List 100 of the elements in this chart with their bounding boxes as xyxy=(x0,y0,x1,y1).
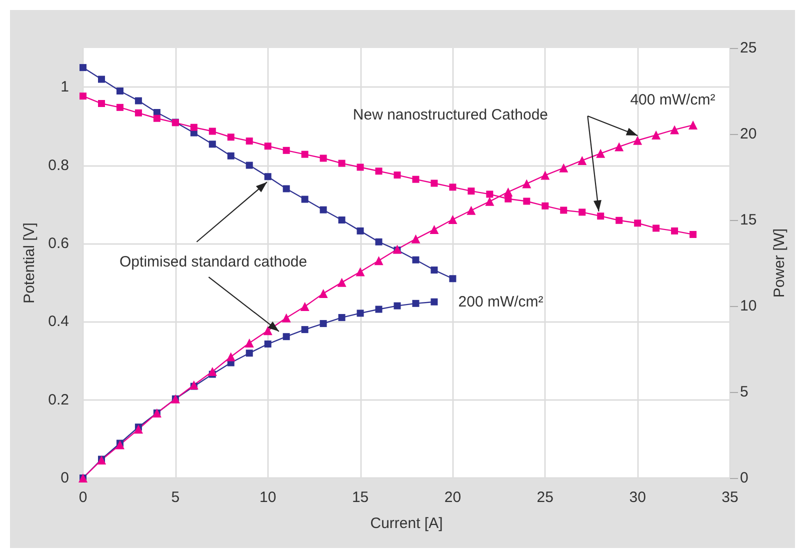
point xyxy=(652,130,661,140)
point xyxy=(227,134,234,141)
point xyxy=(244,338,254,348)
point xyxy=(318,288,328,298)
point xyxy=(523,198,530,205)
point xyxy=(356,164,364,171)
point xyxy=(394,302,401,310)
annotation: New nanostructured Cathode xyxy=(352,106,548,124)
y-tick-label: 0.6 xyxy=(48,234,69,252)
point xyxy=(338,160,346,167)
point xyxy=(246,138,253,145)
point xyxy=(98,76,105,83)
y2-tick-label: 25 xyxy=(740,40,757,56)
point xyxy=(263,326,272,336)
point xyxy=(559,163,568,172)
annotation: Optimised standard cathode xyxy=(120,253,308,270)
point xyxy=(375,238,382,246)
point xyxy=(208,140,216,148)
point xyxy=(189,380,198,390)
point xyxy=(80,64,86,72)
point xyxy=(320,320,327,328)
y-tick-label: 0 xyxy=(60,470,69,486)
point xyxy=(652,224,660,232)
y2-tick-label: 10 xyxy=(740,298,757,314)
point xyxy=(412,300,420,307)
point xyxy=(522,179,532,188)
y2-tick-label: 0 xyxy=(740,470,748,486)
point xyxy=(375,306,382,313)
x-tick-label: 0 xyxy=(78,489,88,506)
point xyxy=(282,313,291,322)
point xyxy=(356,267,365,276)
point xyxy=(301,196,308,203)
point xyxy=(264,340,272,348)
x-tick-label: 25 xyxy=(536,489,554,506)
point xyxy=(226,352,236,362)
point xyxy=(412,256,420,264)
point xyxy=(430,266,438,274)
point xyxy=(338,216,346,224)
point xyxy=(634,220,642,227)
point xyxy=(690,230,697,238)
point xyxy=(246,162,253,169)
point xyxy=(448,214,458,224)
point xyxy=(560,206,568,214)
y2-tick-label: 20 xyxy=(740,126,757,142)
point xyxy=(430,180,438,187)
point xyxy=(282,146,290,154)
point xyxy=(578,156,587,165)
point xyxy=(116,88,124,94)
y-tick-label: 0.8 xyxy=(48,156,69,174)
x-tick-label: 20 xyxy=(444,489,462,506)
point xyxy=(264,173,272,180)
x-tick-label: 10 xyxy=(260,489,276,506)
point xyxy=(208,367,217,376)
point xyxy=(301,150,308,158)
point xyxy=(596,148,606,158)
point xyxy=(468,188,475,195)
point xyxy=(300,302,310,312)
point xyxy=(356,227,364,234)
point xyxy=(633,136,642,145)
point xyxy=(190,124,198,131)
point xyxy=(430,298,438,306)
point xyxy=(227,152,234,160)
point xyxy=(264,142,272,150)
point xyxy=(430,224,439,234)
point xyxy=(301,326,308,334)
y2-axis-title: Power [W] xyxy=(771,228,788,298)
point xyxy=(320,154,327,162)
point xyxy=(282,185,290,192)
point xyxy=(320,206,327,214)
point xyxy=(485,196,494,206)
point xyxy=(153,114,160,122)
x-tick-label: 35 xyxy=(722,489,738,506)
point xyxy=(134,97,142,104)
point xyxy=(616,216,623,224)
point xyxy=(671,227,678,234)
point xyxy=(542,202,549,210)
point xyxy=(98,100,105,108)
point xyxy=(80,92,86,100)
point xyxy=(412,176,420,183)
point xyxy=(374,256,384,266)
point xyxy=(116,104,124,111)
point xyxy=(338,314,346,322)
point xyxy=(375,168,382,175)
point xyxy=(466,206,476,215)
point xyxy=(578,208,586,216)
point xyxy=(688,120,698,130)
y-tick-label: 1 xyxy=(60,78,69,96)
point xyxy=(115,440,124,450)
point xyxy=(134,424,143,434)
x-tick-label: 30 xyxy=(629,489,646,506)
y-tick-label: 0.2 xyxy=(48,391,69,408)
y-axis-title: Potential [V] xyxy=(21,222,38,304)
annotation: 400 mW/cm² xyxy=(630,91,716,108)
point xyxy=(411,234,420,244)
point xyxy=(449,184,456,191)
x-tick-label: 15 xyxy=(352,489,369,506)
point xyxy=(337,278,346,287)
point xyxy=(504,187,513,196)
point xyxy=(282,333,290,340)
point xyxy=(356,310,364,317)
